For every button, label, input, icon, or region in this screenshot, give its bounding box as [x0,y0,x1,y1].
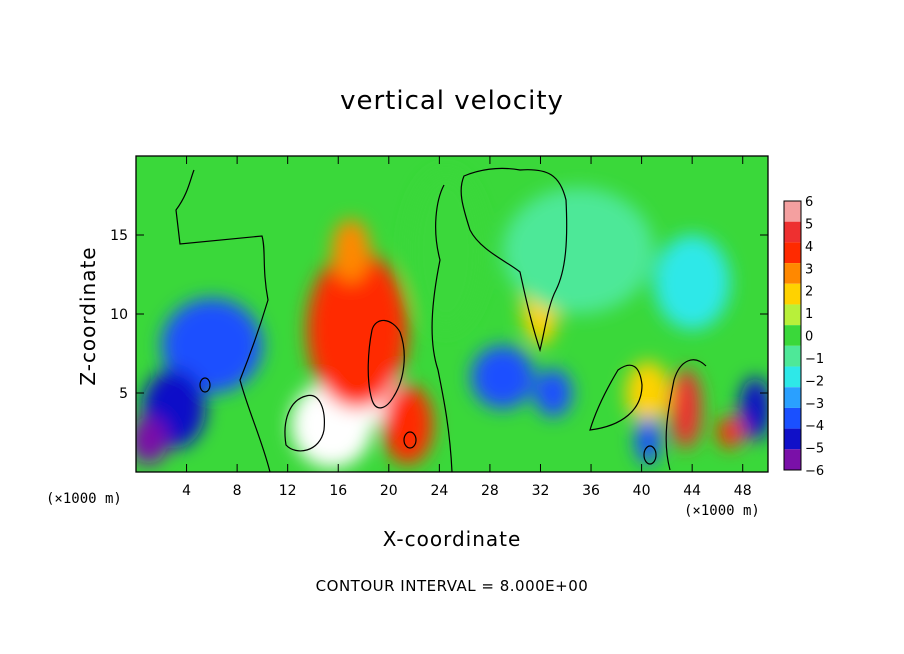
x-tick-label: 4 [182,483,191,499]
colorbar-swatch [784,407,801,429]
x-tick-label: 28 [481,483,499,499]
contour-interval-note: CONTOUR INTERVAL = 8.000E+00 [315,577,589,595]
contour-line-0 [175,169,271,472]
contour-line-4 [284,394,325,452]
chart-title: vertical velocity [340,86,564,116]
colorbar-label: −6 [805,464,824,479]
field-feature-9 [534,369,573,417]
colorbar-swatch [784,325,801,346]
contour-line-8 [403,431,417,449]
colorbar-label: 5 [805,217,813,232]
contour-line-2 [460,167,568,353]
colorbar-swatch [784,366,801,388]
colorbar-swatch [784,283,801,305]
x-tick-label: 8 [233,483,242,499]
y-tick-label: 15 [110,228,128,244]
colorbar-label: 1 [805,307,813,322]
colorbar-swatch [784,201,801,222]
velocity-field [136,156,768,472]
x-tick-label: 40 [633,483,651,499]
field-feature-3 [331,219,370,283]
field-feature-16 [654,235,731,330]
field-feature-7 [136,416,168,465]
x-tick-label: 36 [582,483,600,499]
field-feature-12 [717,416,743,449]
contour-line-5 [367,319,405,409]
contour-line-9 [643,445,657,465]
contour-line-1 [431,184,453,472]
field-feature-8 [470,345,535,409]
colorbar-label: −3 [805,397,824,412]
colorbar-label: 4 [805,240,813,255]
colorbar-swatch [784,221,801,243]
field-feature-11 [670,369,702,449]
y-tick-label: 10 [110,307,128,323]
y-axis-label: Z-coordinate [76,246,100,386]
colorbar-swatch [784,428,801,450]
colorbar-label: −1 [805,352,824,367]
zero-contours [175,167,707,472]
field-feature-5 [161,298,263,393]
colorbar-label: −5 [805,442,824,457]
colorbar-frame [783,200,802,471]
colorbar-label: 3 [805,262,813,277]
contour-line-6 [665,359,707,471]
contour-line-7 [199,377,211,393]
x-tick-label: 32 [532,483,550,499]
field-feature-4 [382,385,434,465]
x-tick-label: 44 [683,483,701,499]
x-tick-label: 20 [380,483,398,499]
x-tick-label: 48 [734,483,752,499]
colorbar-label: 0 [805,330,813,345]
x-axis-ticks: 4 8 12 16 20 24 28 32 36 40 44 48 [182,156,752,499]
field-feature-17 [635,416,661,465]
x-tick-label: 12 [279,483,297,499]
colorbar-swatch [784,242,801,264]
colorbar-label: 6 [805,195,813,210]
colorbar-label: −4 [805,419,824,434]
y-axis-ticks: 5 10 15 [110,228,768,402]
colorbar-swatch [784,449,801,470]
colorbar-swatch [784,387,801,408]
field-feature-2 [306,250,408,409]
x-unit-left: (×1000 m) [46,491,122,507]
y-tick-label: 5 [119,386,128,402]
field-feature-15 [502,187,655,314]
colorbar-swatch [784,263,801,284]
field-feature-13 [739,377,768,441]
x-tick-label: 24 [430,483,448,499]
x-unit-right: (×1000 m) [684,503,760,519]
field-feature-18 [407,171,484,330]
colorbar-label: 2 [805,285,813,300]
colorbar-swatch [784,304,801,326]
field-feature-10 [625,361,671,425]
colorbar: 6 5 4 3 2 1 0 −1 −2 −3 −4 −5 −6 [783,195,824,479]
contour-line-3 [589,364,643,431]
x-axis-label: X-coordinate [382,527,522,551]
x-tick-label: 16 [329,483,347,499]
colorbar-swatch [784,345,801,367]
colorbar-label: −2 [805,374,824,389]
